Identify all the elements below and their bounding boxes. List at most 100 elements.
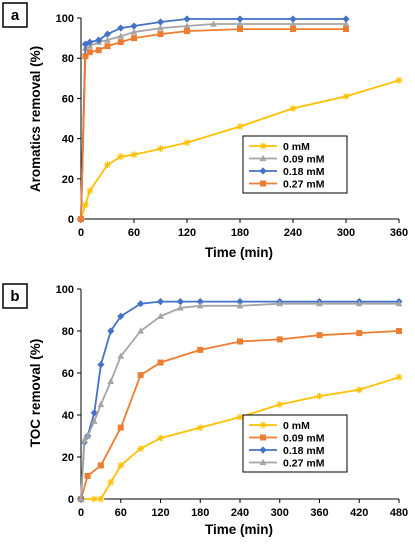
- legend-marker: [259, 142, 267, 150]
- legend-entry: 0.09 mM: [249, 433, 325, 445]
- legend-marker: [260, 434, 266, 441]
- series-line: [80, 300, 399, 500]
- data-point: [343, 26, 349, 33]
- series-0-27-mm: [78, 26, 349, 222]
- legend: 0 mM0.09 mM0.18 mM0.27 mM: [242, 135, 348, 194]
- x-tick-label: 420: [350, 507, 368, 519]
- x-tick-label: 180: [231, 227, 249, 239]
- plot-area: 0 20 40 60 80 100 0 60 120 180 240 300 360: [56, 13, 409, 239]
- x-tick-label: 480: [390, 507, 408, 519]
- data-point: [130, 22, 138, 30]
- data-point: [80, 436, 88, 443]
- data-point: [289, 20, 297, 27]
- data-point: [290, 26, 296, 33]
- data-point: [137, 445, 145, 452]
- series-line: [80, 79, 400, 220]
- data-point: [316, 300, 323, 307]
- x-tick-label: 120: [178, 227, 196, 239]
- data-point: [236, 123, 244, 130]
- data-point: [342, 15, 350, 23]
- data-point: [117, 424, 124, 431]
- panel-b: b TOC removal (%) Time (min) 0 20 40 60 80 10…: [2, 283, 409, 537]
- plot-area: 0 20 40 60 80 100 0 60 120 180 240 300 360 420 480: [56, 284, 409, 519]
- data-point: [342, 92, 350, 100]
- y-tick-label: 60: [62, 368, 74, 380]
- legend-marker: [259, 446, 267, 454]
- data-point: [130, 151, 138, 159]
- data-point: [176, 304, 184, 311]
- data-point: [396, 328, 402, 334]
- x-tick-label: 120: [151, 507, 169, 519]
- x-tick-label: 300: [271, 507, 289, 519]
- data-point: [82, 201, 89, 209]
- x-axis-label: Time (min): [205, 522, 273, 537]
- data-point: [137, 327, 145, 334]
- data-point: [355, 386, 363, 394]
- y-tick-label: 40: [62, 134, 74, 146]
- data-point: [117, 39, 124, 46]
- data-point: [156, 298, 165, 306]
- y-tick-label: 40: [62, 410, 74, 422]
- legend-label: 0.27 mM: [283, 179, 325, 191]
- series-0-27-mm: [77, 300, 403, 502]
- data-point: [130, 28, 138, 35]
- panel-label-box: [2, 2, 28, 28]
- y-tick-label: 80: [62, 326, 74, 338]
- data-point: [289, 15, 297, 23]
- data-point: [84, 432, 92, 439]
- data-point: [86, 49, 93, 56]
- legend-label: 0.18 mM: [283, 166, 325, 178]
- legend-entry: 0.27 mM: [249, 179, 325, 191]
- legend-label: 0 mM: [283, 141, 310, 153]
- data-point: [84, 472, 91, 479]
- data-point: [176, 298, 184, 306]
- legend-marker: [259, 458, 267, 466]
- series-0-09-mm: [78, 328, 402, 502]
- y-axis-label: Aromatics removal (%): [28, 46, 43, 192]
- y-tick-label: 60: [62, 93, 74, 105]
- y-tick-label: 0: [68, 494, 74, 506]
- data-point: [104, 161, 111, 169]
- series-0-mm: [77, 373, 403, 503]
- data-point: [81, 40, 90, 48]
- data-point: [395, 373, 403, 381]
- data-point: [395, 300, 403, 307]
- x-axis: Time (min): [205, 522, 273, 537]
- legend-marker: [259, 167, 267, 175]
- legend: 0 mM0.09 mM0.18 mM0.27 mM: [242, 414, 348, 473]
- x-tick-label: 60: [128, 227, 140, 239]
- legend-entry: 0 mM: [249, 420, 310, 432]
- data-point: [117, 24, 125, 32]
- x-tick-label: 300: [337, 227, 355, 239]
- x-tick-label: 180: [191, 507, 209, 519]
- y-tick-label: 20: [62, 174, 74, 186]
- data-point: [237, 26, 243, 33]
- data-point: [289, 105, 297, 112]
- legend-label: 0.09 mM: [283, 154, 325, 166]
- data-point: [104, 36, 111, 43]
- data-point: [97, 462, 104, 469]
- data-point: [236, 15, 244, 23]
- data-point: [97, 400, 105, 408]
- x-axis-label: Time (min): [205, 245, 273, 260]
- y-tick-label: 100: [56, 284, 74, 296]
- data-point: [236, 413, 244, 421]
- x-tick-label: 0: [78, 227, 84, 239]
- series-0-mm: [77, 76, 403, 223]
- data-point: [117, 153, 125, 161]
- legend-label: 0.18 mM: [283, 445, 325, 457]
- data-point: [210, 20, 217, 27]
- series-line: [80, 302, 399, 500]
- data-point: [86, 187, 94, 195]
- series-0-18-mm: [77, 298, 403, 503]
- data-point: [236, 20, 244, 27]
- data-point: [342, 20, 350, 27]
- legend-label: 0.27 mM: [283, 458, 325, 470]
- data-point: [183, 15, 191, 23]
- legend-entry: 0.27 mM: [249, 458, 325, 470]
- data-point: [117, 462, 125, 469]
- data-point: [117, 352, 125, 359]
- data-point: [316, 332, 323, 339]
- data-point: [137, 300, 145, 308]
- data-point: [131, 35, 137, 42]
